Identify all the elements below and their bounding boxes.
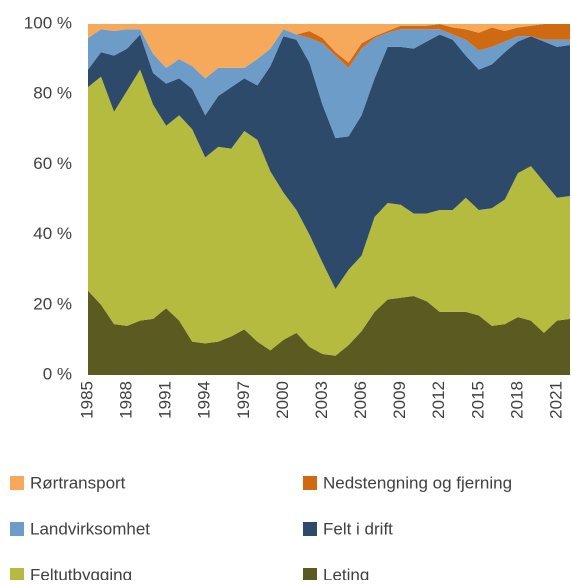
area: [88, 69, 570, 356]
legend-swatch: [303, 522, 317, 536]
legend-label: Feltutbygging: [30, 565, 132, 580]
area: [88, 24, 570, 79]
y-tick-label: 100 %: [24, 13, 72, 32]
y-tick-label: 20 %: [33, 294, 72, 313]
legend-label: Nedstengning og fjerning: [323, 473, 512, 492]
legend-label: Felt i drift: [323, 519, 393, 538]
area: [88, 29, 570, 139]
x-tick-label: 2015: [468, 381, 487, 419]
y-tick-label: 40 %: [33, 224, 72, 243]
legend-swatch: [10, 476, 24, 490]
x-tick-label: 2006: [351, 381, 370, 419]
x-tick-label: 2009: [390, 381, 409, 419]
x-tick-label: 1988: [117, 381, 136, 419]
legend-swatch: [10, 522, 24, 536]
x-tick-label: 1991: [156, 381, 175, 419]
x-tick-label: 2012: [429, 381, 448, 419]
legend-swatch: [10, 568, 24, 582]
area: [88, 24, 570, 79]
y-tick-label: 80 %: [33, 84, 72, 103]
legend-label: Landvirksomhet: [30, 519, 150, 538]
x-tick-label: 2021: [546, 381, 565, 419]
area: [88, 34, 570, 290]
legend-swatch: [303, 568, 317, 582]
x-tick-label: 2000: [273, 381, 292, 419]
legend-swatch: [303, 476, 317, 490]
x-tick-label: 1997: [234, 381, 253, 419]
legend-label: Leting: [323, 565, 369, 580]
y-tick-label: 60 %: [33, 154, 72, 173]
x-tick-label: 2003: [312, 381, 331, 419]
y-tick-label: 0 %: [43, 364, 72, 383]
x-tick-label: 2018: [507, 381, 526, 419]
x-tick-label: 1985: [77, 381, 96, 419]
legend-label: Rørtransport: [30, 473, 126, 492]
x-tick-label: 1994: [195, 381, 214, 419]
